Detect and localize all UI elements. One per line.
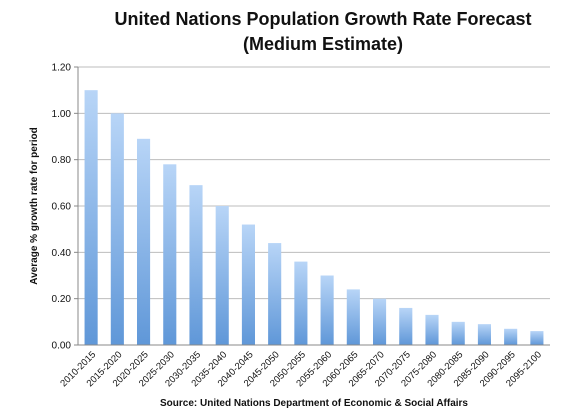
- bar-2080-2085: [451, 321, 465, 345]
- y-tick-label: 0.60: [52, 202, 72, 213]
- bar-2070-2075: [399, 307, 413, 345]
- y-tick-label: 0.40: [52, 248, 72, 259]
- y-tick-label: 0.00: [52, 341, 72, 352]
- bars: [84, 90, 544, 346]
- chart-subtitle: (Medium Estimate): [243, 34, 403, 54]
- bar-2040-2045: [241, 224, 255, 345]
- bar-2045-2050: [268, 243, 282, 345]
- bar-2010-2015: [84, 90, 98, 346]
- source-note: Source: United Nations Department of Eco…: [160, 398, 468, 409]
- y-tick-label: 1.00: [52, 109, 72, 120]
- bar-2095-2100: [530, 331, 544, 345]
- gridlines: [78, 66, 550, 300]
- chart-title: United Nations Population Growth Rate Fo…: [114, 9, 531, 29]
- y-tick-label: 1.20: [52, 63, 72, 74]
- bar-2060-2065: [346, 289, 360, 345]
- y-axis-label: Average % growth rate for period: [29, 127, 40, 284]
- bar-2030-2035: [189, 185, 203, 345]
- y-tick-label: 0.80: [52, 155, 72, 166]
- bar-2035-2040: [215, 206, 229, 345]
- bar-2090-2095: [504, 328, 518, 345]
- bar-2025-2030: [163, 164, 177, 345]
- bar-2075-2080: [425, 314, 439, 345]
- bar-2065-2070: [373, 298, 387, 345]
- bar-2085-2090: [477, 324, 491, 345]
- bar-2020-2025: [137, 138, 151, 345]
- y-tick-label: 0.20: [52, 294, 72, 305]
- bar-2055-2060: [320, 275, 334, 345]
- x-axis-ticks: 2010-20152015-20202020-20252025-20302030…: [58, 349, 544, 389]
- bar-2050-2055: [294, 261, 308, 345]
- y-axis-ticks: 0.00 0.20 0.40 0.60 0.80 1.00 1.20: [52, 63, 78, 352]
- bar-2015-2020: [110, 113, 124, 345]
